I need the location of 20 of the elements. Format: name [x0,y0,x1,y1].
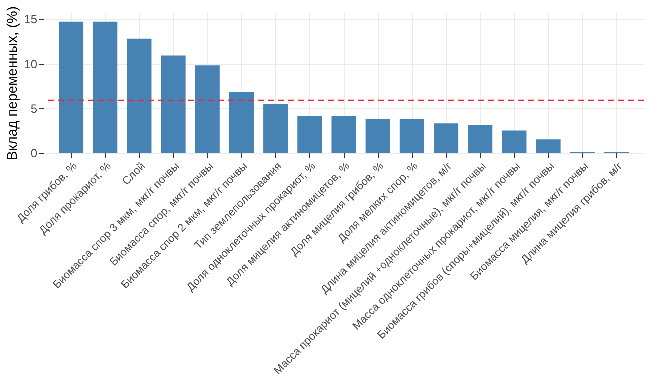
y-axis-title: Вклад переменных, (%) [4,6,20,161]
bar [127,38,152,153]
y-tick-label: 10 [24,57,38,72]
bar [332,116,356,153]
bar [536,140,561,153]
bar [59,22,84,153]
bar [502,130,527,153]
bar [195,66,220,153]
bar [468,125,493,153]
bar [366,119,390,153]
y-tick-label: 15 [24,12,38,27]
bar [93,22,118,153]
y-tick-label: 5 [30,102,38,116]
bar [400,119,424,153]
bar [161,56,186,153]
bar [434,124,459,153]
bar [298,116,322,153]
bar [264,104,288,153]
bar [229,92,254,153]
y-tick-label: 0 [30,146,38,160]
